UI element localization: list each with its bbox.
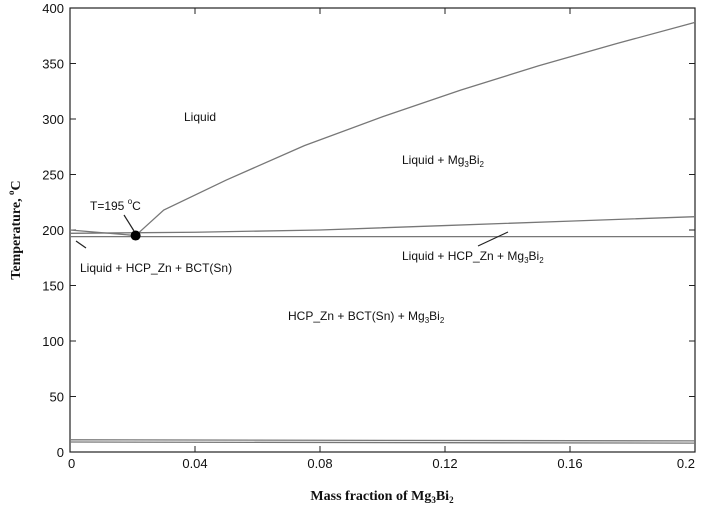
eutectic-pointer-line [124,215,134,231]
region-label-liquid-hcp-mg3bi2: Liquid + HCP_Zn + Mg3Bi2 [402,249,544,265]
region-label-solid: HCP_Zn + BCT(Sn) + Mg3Bi2 [288,309,445,325]
phase-boundary-line [136,22,695,235]
phase-boundary-line [70,440,695,441]
phase-boundary-line [70,442,695,443]
x-tick-label: 0.12 [432,456,457,471]
x-tick-label: 0.04 [182,456,207,471]
x-tick-label: 0.2 [677,456,695,471]
phase-boundary-line [70,217,695,234]
y-tick-label: 250 [42,168,64,183]
eutectic-point-marker [131,231,141,241]
x-tick-label: 0 [68,456,75,471]
region-label-liquid-mg3bi2: Liquid + Mg3Bi2 [402,153,485,169]
y-axis-title: Temperature, oC [6,180,24,279]
y-tick-label: 400 [42,1,64,16]
y-tick-label: 200 [42,223,64,238]
y-tick-label: 300 [42,112,64,127]
y-tick-label: 50 [50,390,64,405]
region-label-liquid: Liquid [184,110,216,124]
liquid-hcp-mg3bi2-pointer-line [478,232,508,246]
x-tick-label: 0.16 [557,456,582,471]
region-label-liquid-hcp-bct: Liquid + HCP_Zn + BCT(Sn) [80,261,232,275]
y-tick-label: 100 [42,334,64,349]
y-tick-label: 350 [42,57,64,72]
y-tick-label: 0 [57,445,64,460]
y-tick-label: 150 [42,279,64,294]
x-axis-title: Mass fraction of Mg3Bi2 [310,489,454,505]
liquid-hcp-bct-pointer-line [76,241,86,248]
plot-frame [70,8,695,452]
eutectic-temperature-label: T=195 oC [90,197,141,213]
x-tick-label: 0.08 [307,456,332,471]
